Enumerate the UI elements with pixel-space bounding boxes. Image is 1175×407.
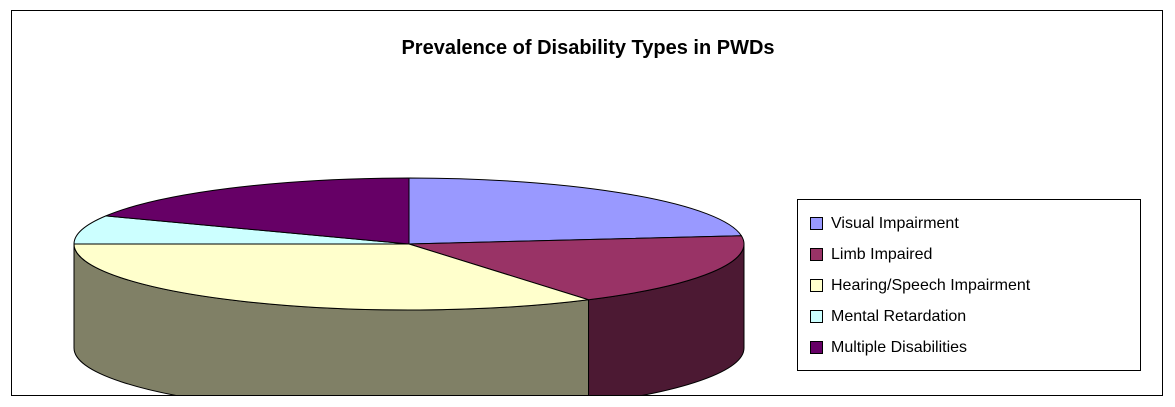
- legend-label: Multiple Disabilities: [831, 338, 968, 356]
- legend-item-limb-impaired: Limb Impaired: [798, 239, 1140, 270]
- legend-swatch: [810, 248, 823, 261]
- chart-title: Prevalence of Disability Types in PWDs: [401, 37, 775, 59]
- pie-slice-multiple-disabilities: [105, 177, 410, 245]
- legend-label: Mental Retardation: [831, 307, 967, 325]
- legend-swatch: [810, 341, 823, 354]
- legend-swatch: [810, 310, 823, 323]
- legend-label: Limb Impaired: [831, 245, 933, 263]
- legend-item-multiple-disabilities: Multiple Disabilities: [798, 332, 1140, 363]
- pie-slice-mental-retardation: [73, 215, 410, 245]
- legend-label: Hearing/Speech Impairment: [831, 276, 1031, 294]
- legend-item-hearing-speech-impairment: Hearing/Speech Impairment: [798, 270, 1140, 301]
- pie-slice-hearing-speech-impairment: [73, 243, 589, 311]
- pie-slice-limb-impaired: [408, 235, 745, 301]
- chart-area: Prevalence of Disability Types in PWDs V…: [11, 10, 1163, 396]
- legend-swatch: [810, 217, 823, 230]
- pie-chart: [73, 177, 745, 395]
- legend-item-visual-impairment: Visual Impairment: [798, 208, 1140, 239]
- legend-swatch: [810, 279, 823, 292]
- legend-item-mental-retardation: Mental Retardation: [798, 301, 1140, 332]
- legend-label: Visual Impairment: [831, 214, 959, 232]
- legend: Visual Impairment Limb Impaired Hearing/Sp…: [797, 199, 1141, 371]
- pie-slice-visual-impairment: [408, 177, 743, 245]
